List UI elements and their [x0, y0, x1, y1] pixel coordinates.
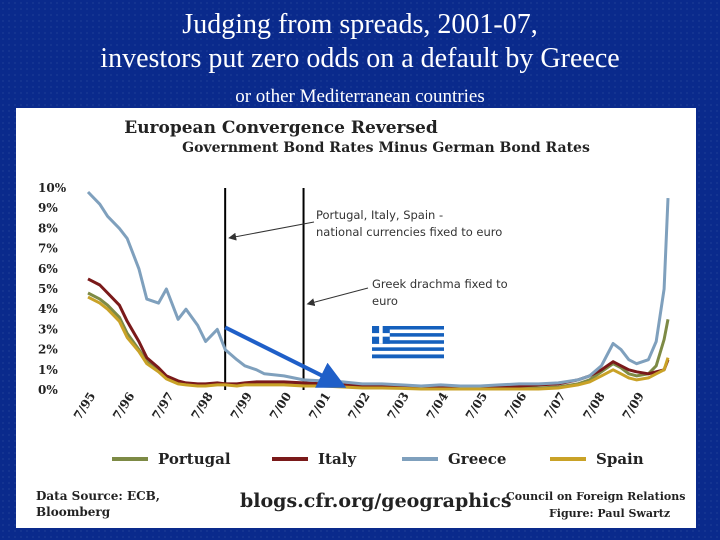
x-tick-label: 7/01 [306, 390, 333, 422]
greek-flag-stripe [372, 340, 444, 345]
x-tick-label: 7/97 [149, 390, 176, 422]
annotation-2-line1: Greek drachma fixed to [372, 277, 508, 291]
slide-title-line1: Judging from spreads, 2001-07, [182, 9, 538, 40]
x-tick-label: 7/06 [502, 390, 529, 422]
greek-flag-stripe [372, 343, 444, 348]
y-tick-label: 5% [38, 282, 58, 296]
chart-title: European Convergence Reversed [124, 118, 438, 138]
y-tick-label: 1% [38, 363, 58, 377]
x-tick-label: 7/07 [541, 390, 568, 422]
slide-title-line2: investors put zero odds on a default by … [100, 43, 620, 74]
data-source: Data Source: ECB, Bloomberg [36, 489, 160, 519]
legend-swatch-greece [402, 457, 438, 461]
greek-flag-stripe [372, 336, 444, 341]
greek-flag-cross-h [372, 333, 390, 337]
greek-flag-stripe [372, 354, 444, 359]
annotation-1-line2: national currencies fixed to euro [316, 225, 502, 239]
legend-swatch-portugal [112, 457, 148, 461]
annotation-2-arrow [306, 287, 369, 307]
chart-figure: European Convergence Reversed Government… [16, 108, 696, 528]
annotation-1-line1: Portugal, Italy, Spain - [316, 208, 443, 222]
legend-label-spain: Spain [596, 450, 644, 468]
annotation-1-arrow [228, 221, 315, 241]
chart-subtitle: Government Bond Rates Minus German Bond … [182, 140, 590, 156]
x-tick-label: 7/04 [424, 390, 451, 422]
y-tick-label: 10% [38, 181, 67, 195]
trend-arrow [224, 325, 347, 388]
slide-title: Judging from spreads, 2001-07, investors… [0, 8, 720, 76]
legend-item-greece: Greece [402, 450, 506, 468]
greek-flag-stripe [372, 326, 444, 330]
x-tick-label: 7/09 [620, 390, 647, 422]
greek-flag-stripe [372, 350, 444, 355]
y-tick-label: 6% [38, 262, 58, 276]
legend-item-spain: Spain [550, 450, 644, 468]
source-url: blogs.cfr.org/geographics [240, 490, 512, 512]
y-tick-label: 8% [38, 221, 58, 235]
greek-flag-stripe [372, 329, 444, 334]
y-tick-label: 7% [38, 242, 58, 256]
legend-label-italy: Italy [318, 450, 357, 468]
y-tick-label: 9% [38, 201, 58, 215]
y-tick-label: 2% [38, 343, 58, 357]
x-tick-label: 7/99 [228, 390, 255, 422]
legend-item-portugal: Portugal [112, 450, 231, 468]
y-tick-label: 3% [38, 322, 58, 336]
x-tick-label: 7/02 [345, 390, 372, 422]
x-tick-label: 7/95 [71, 390, 98, 422]
x-tick-label: 7/03 [384, 390, 411, 422]
greek-flag-stripe [372, 333, 444, 337]
greek-flag-stripe [372, 347, 444, 352]
legend-label-portugal: Portugal [158, 450, 231, 468]
org-credit: Council on Foreign Relations [506, 490, 686, 503]
y-tick-label: 4% [38, 302, 58, 316]
x-tick-label: 7/08 [580, 390, 607, 422]
legend-swatch-spain [550, 457, 586, 461]
legend-item-italy: Italy [272, 450, 356, 468]
x-tick-label: 7/96 [110, 390, 137, 422]
x-tick-label: 7/00 [267, 390, 294, 422]
x-tick-label: 7/98 [188, 390, 215, 422]
legend-label-greece: Greece [448, 450, 507, 468]
slide-subtitle: or other Mediterranean countries [235, 86, 485, 107]
y-tick-label: 0% [38, 383, 58, 397]
figure-credit: Figure: Paul Swartz [549, 507, 671, 520]
legend: Portugal Italy Greece Spain [112, 450, 692, 472]
legend-swatch-italy [272, 457, 308, 461]
chart-svg: 0% 1% 2% 3% 4% 5% 6% 7% 8% 9% 10% 7/95 7/96 7/97 7/98 7… [38, 181, 670, 422]
annotation-2-line2: euro [372, 294, 398, 308]
x-tick-label: 7/05 [463, 390, 490, 422]
